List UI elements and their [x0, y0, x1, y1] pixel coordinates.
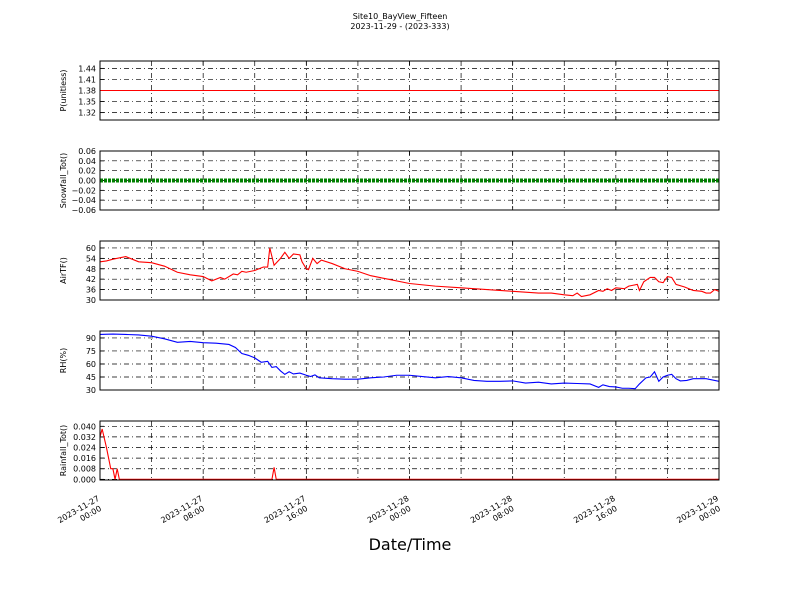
panel-4: 30 45 60 75 90 RH(%)	[59, 330, 720, 395]
y-axis-label: Snowfall_Tot()	[59, 153, 68, 209]
y-tick-label: 0.016	[73, 454, 96, 463]
y-tick-label: 30	[86, 296, 96, 305]
y-tick-label: 0.06	[78, 147, 96, 156]
y-tick-label: −0.06	[71, 206, 96, 215]
y-tick-label: 54	[86, 254, 96, 263]
y-tick-label: 1.35	[78, 98, 96, 107]
panel-frame	[99, 420, 720, 481]
y-tick-label: −0.02	[71, 186, 96, 195]
series-line	[100, 247, 719, 298]
y-tick-label: 0.024	[73, 444, 96, 453]
y-tick-label: 0.000	[73, 475, 96, 484]
y-tick-label: 0.04	[78, 157, 96, 166]
y-axis-label: AirTF()	[59, 257, 68, 284]
y-tick-label: −0.04	[71, 196, 96, 205]
y-tick-label: 1.38	[78, 87, 96, 96]
y-axis-label: P(unitless)	[59, 69, 68, 111]
y-tick-label: 1.32	[78, 109, 96, 118]
y-tick-label: 1.41	[78, 75, 96, 84]
panel-frame	[99, 330, 720, 391]
y-axis-label: Rainfall_Tot()	[59, 425, 68, 477]
y-tick-label: 36	[86, 286, 96, 295]
y-tick-label: 30	[86, 386, 96, 395]
panel-frame	[99, 60, 720, 121]
y-tick-label: 0.040	[73, 422, 96, 431]
x-axis-label: Date/Time	[369, 535, 452, 554]
y-tick-label: 60	[86, 244, 96, 253]
y-tick-label: 45	[86, 373, 96, 382]
series-line	[100, 428, 719, 480]
panel-frame	[99, 150, 720, 211]
y-tick-label: 60	[86, 360, 96, 369]
series-line	[100, 333, 719, 390]
y-tick-label: 0.02	[78, 167, 96, 176]
y-tick-label: 0.00	[78, 177, 96, 186]
figure-subtitle: 2023-11-29 - (2023-333)	[350, 22, 449, 31]
panel-2: −0.06−0.04−0.020.000.020.040.06 Snowfall_…	[59, 147, 720, 215]
panels-group: 1.321.351.381.411.44P(unitless)−0.06−0.0…	[59, 60, 720, 484]
y-tick-label: 42	[86, 275, 96, 284]
y-tick-label: 0.032	[73, 433, 96, 442]
panel-1: 1.32 1.35 1.38 1.41 1.44 P(unitless)	[59, 60, 720, 121]
y-tick-label: 0.008	[73, 465, 96, 474]
panel-frame	[99, 240, 720, 301]
figure-title: Site10_BayView_Fifteen	[353, 12, 448, 21]
y-tick-label: 90	[86, 334, 96, 343]
y-axis-label: RH(%)	[59, 348, 68, 373]
y-tick-label: 1.44	[78, 64, 96, 73]
y-tick-label: 48	[86, 265, 96, 274]
y-tick-label: 75	[86, 347, 96, 356]
